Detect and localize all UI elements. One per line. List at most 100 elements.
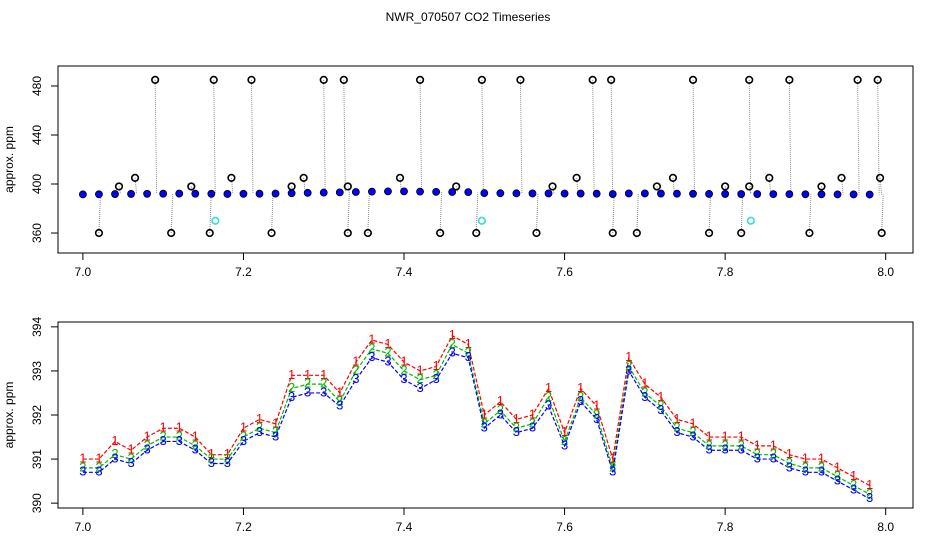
spike: [399, 177, 402, 192]
baseline-point: [400, 187, 408, 196]
baseline-point: [271, 189, 280, 198]
spike: [708, 193, 712, 234]
baseline-point: [351, 188, 360, 196]
series-line: [82, 352, 870, 500]
y-tick-label: 392: [30, 405, 44, 425]
y-tick-label: 393: [30, 361, 44, 381]
series-marker: 2: [497, 402, 504, 417]
series-marker: 1: [111, 433, 118, 448]
series-marker: 1: [625, 349, 632, 364]
baseline-point: [175, 189, 184, 198]
series-marker: 2: [224, 451, 231, 466]
series-marker: 3: [529, 420, 536, 435]
y-tick-label: 394: [30, 317, 44, 337]
series-marker: 1: [304, 367, 311, 382]
baseline-point: [769, 190, 778, 199]
series-marker: 2: [465, 345, 472, 360]
baseline-point: [239, 189, 248, 198]
outlier-point: [114, 182, 124, 191]
series-marker: 2: [127, 451, 134, 466]
series-marker: 1: [288, 367, 295, 382]
baseline-point: [817, 190, 826, 199]
y-tick-label: 400: [30, 174, 44, 194]
spike: [347, 192, 350, 234]
outlier-point: [607, 75, 616, 84]
series-marker: 2: [625, 358, 632, 373]
baseline-point: [464, 188, 473, 196]
series-marker: 2: [288, 380, 295, 395]
outlier-point: [167, 228, 176, 238]
outlier-point: [209, 75, 218, 84]
series-marker: 3: [722, 442, 729, 457]
outlier-point: [588, 75, 597, 84]
outlier-point: [339, 75, 348, 84]
series-marker: 2: [368, 340, 375, 355]
series-marker: 3: [609, 464, 616, 479]
series-marker: 2: [657, 398, 664, 413]
series-marker: 2: [593, 406, 600, 421]
outlier-point: [94, 228, 104, 238]
series-marker: 2: [513, 420, 520, 435]
baseline-point: [384, 187, 392, 196]
series-marker: 1: [593, 398, 600, 413]
series-marker: 1: [192, 428, 199, 443]
series-marker: 3: [416, 380, 423, 395]
outlier-point: [877, 228, 886, 238]
baseline-point: [785, 190, 794, 199]
outlier-point: [745, 182, 754, 191]
series-marker: 2: [143, 437, 150, 452]
series-marker: 1: [272, 415, 279, 430]
series-marker: 3: [304, 384, 311, 399]
series-marker: 3: [256, 424, 263, 439]
outlier-point: [151, 75, 160, 84]
spike: [439, 191, 443, 234]
spike: [271, 193, 274, 234]
baseline-point: [191, 189, 200, 198]
series-marker: 1: [208, 446, 215, 461]
series-marker: 2: [272, 424, 279, 439]
series-marker: 1: [770, 437, 777, 452]
x-tick-label: 7.0: [75, 520, 92, 534]
spike: [881, 194, 884, 234]
series-marker: 1: [240, 420, 247, 435]
outlier-point: [668, 173, 678, 182]
baseline-point: [111, 190, 119, 198]
baseline-point: [592, 189, 601, 198]
series-marker: 3: [127, 455, 134, 470]
spike: [367, 191, 370, 234]
series-marker: 3: [481, 420, 488, 435]
baseline-point: [335, 188, 344, 197]
spike: [877, 79, 880, 195]
baseline-point: [576, 189, 585, 198]
series-marker: 2: [641, 384, 648, 399]
series-marker: 3: [160, 433, 167, 448]
series-marker: 1: [95, 451, 102, 466]
series-marker: 2: [384, 345, 391, 360]
baseline-point: [127, 190, 135, 198]
series-marker: 3: [400, 371, 407, 386]
x-tick-label: 7.0: [75, 265, 92, 279]
baseline-point: [544, 189, 553, 198]
series-marker: 3: [95, 464, 102, 479]
flagged-point: [746, 216, 755, 225]
outlier-point: [319, 75, 328, 84]
series-marker: 3: [433, 371, 440, 386]
series-marker: 2: [160, 428, 167, 443]
baseline-point: [705, 190, 713, 198]
series-marker: 2: [433, 367, 440, 382]
series-marker: 2: [304, 376, 311, 391]
series-marker: 3: [689, 428, 696, 443]
series-marker: 2: [786, 455, 793, 470]
outlier-point: [363, 228, 372, 238]
y-axis-label: approx. ppm: [2, 126, 16, 193]
outlier-point: [477, 75, 486, 84]
series-marker: 2: [240, 428, 247, 443]
series-marker: 2: [95, 459, 102, 474]
series-marker: 1: [561, 424, 568, 439]
baseline-point: [223, 190, 232, 198]
series-marker: 3: [79, 464, 86, 479]
baseline-point: [78, 190, 87, 199]
series-marker: 3: [786, 459, 793, 474]
series-marker: 3: [673, 424, 680, 439]
